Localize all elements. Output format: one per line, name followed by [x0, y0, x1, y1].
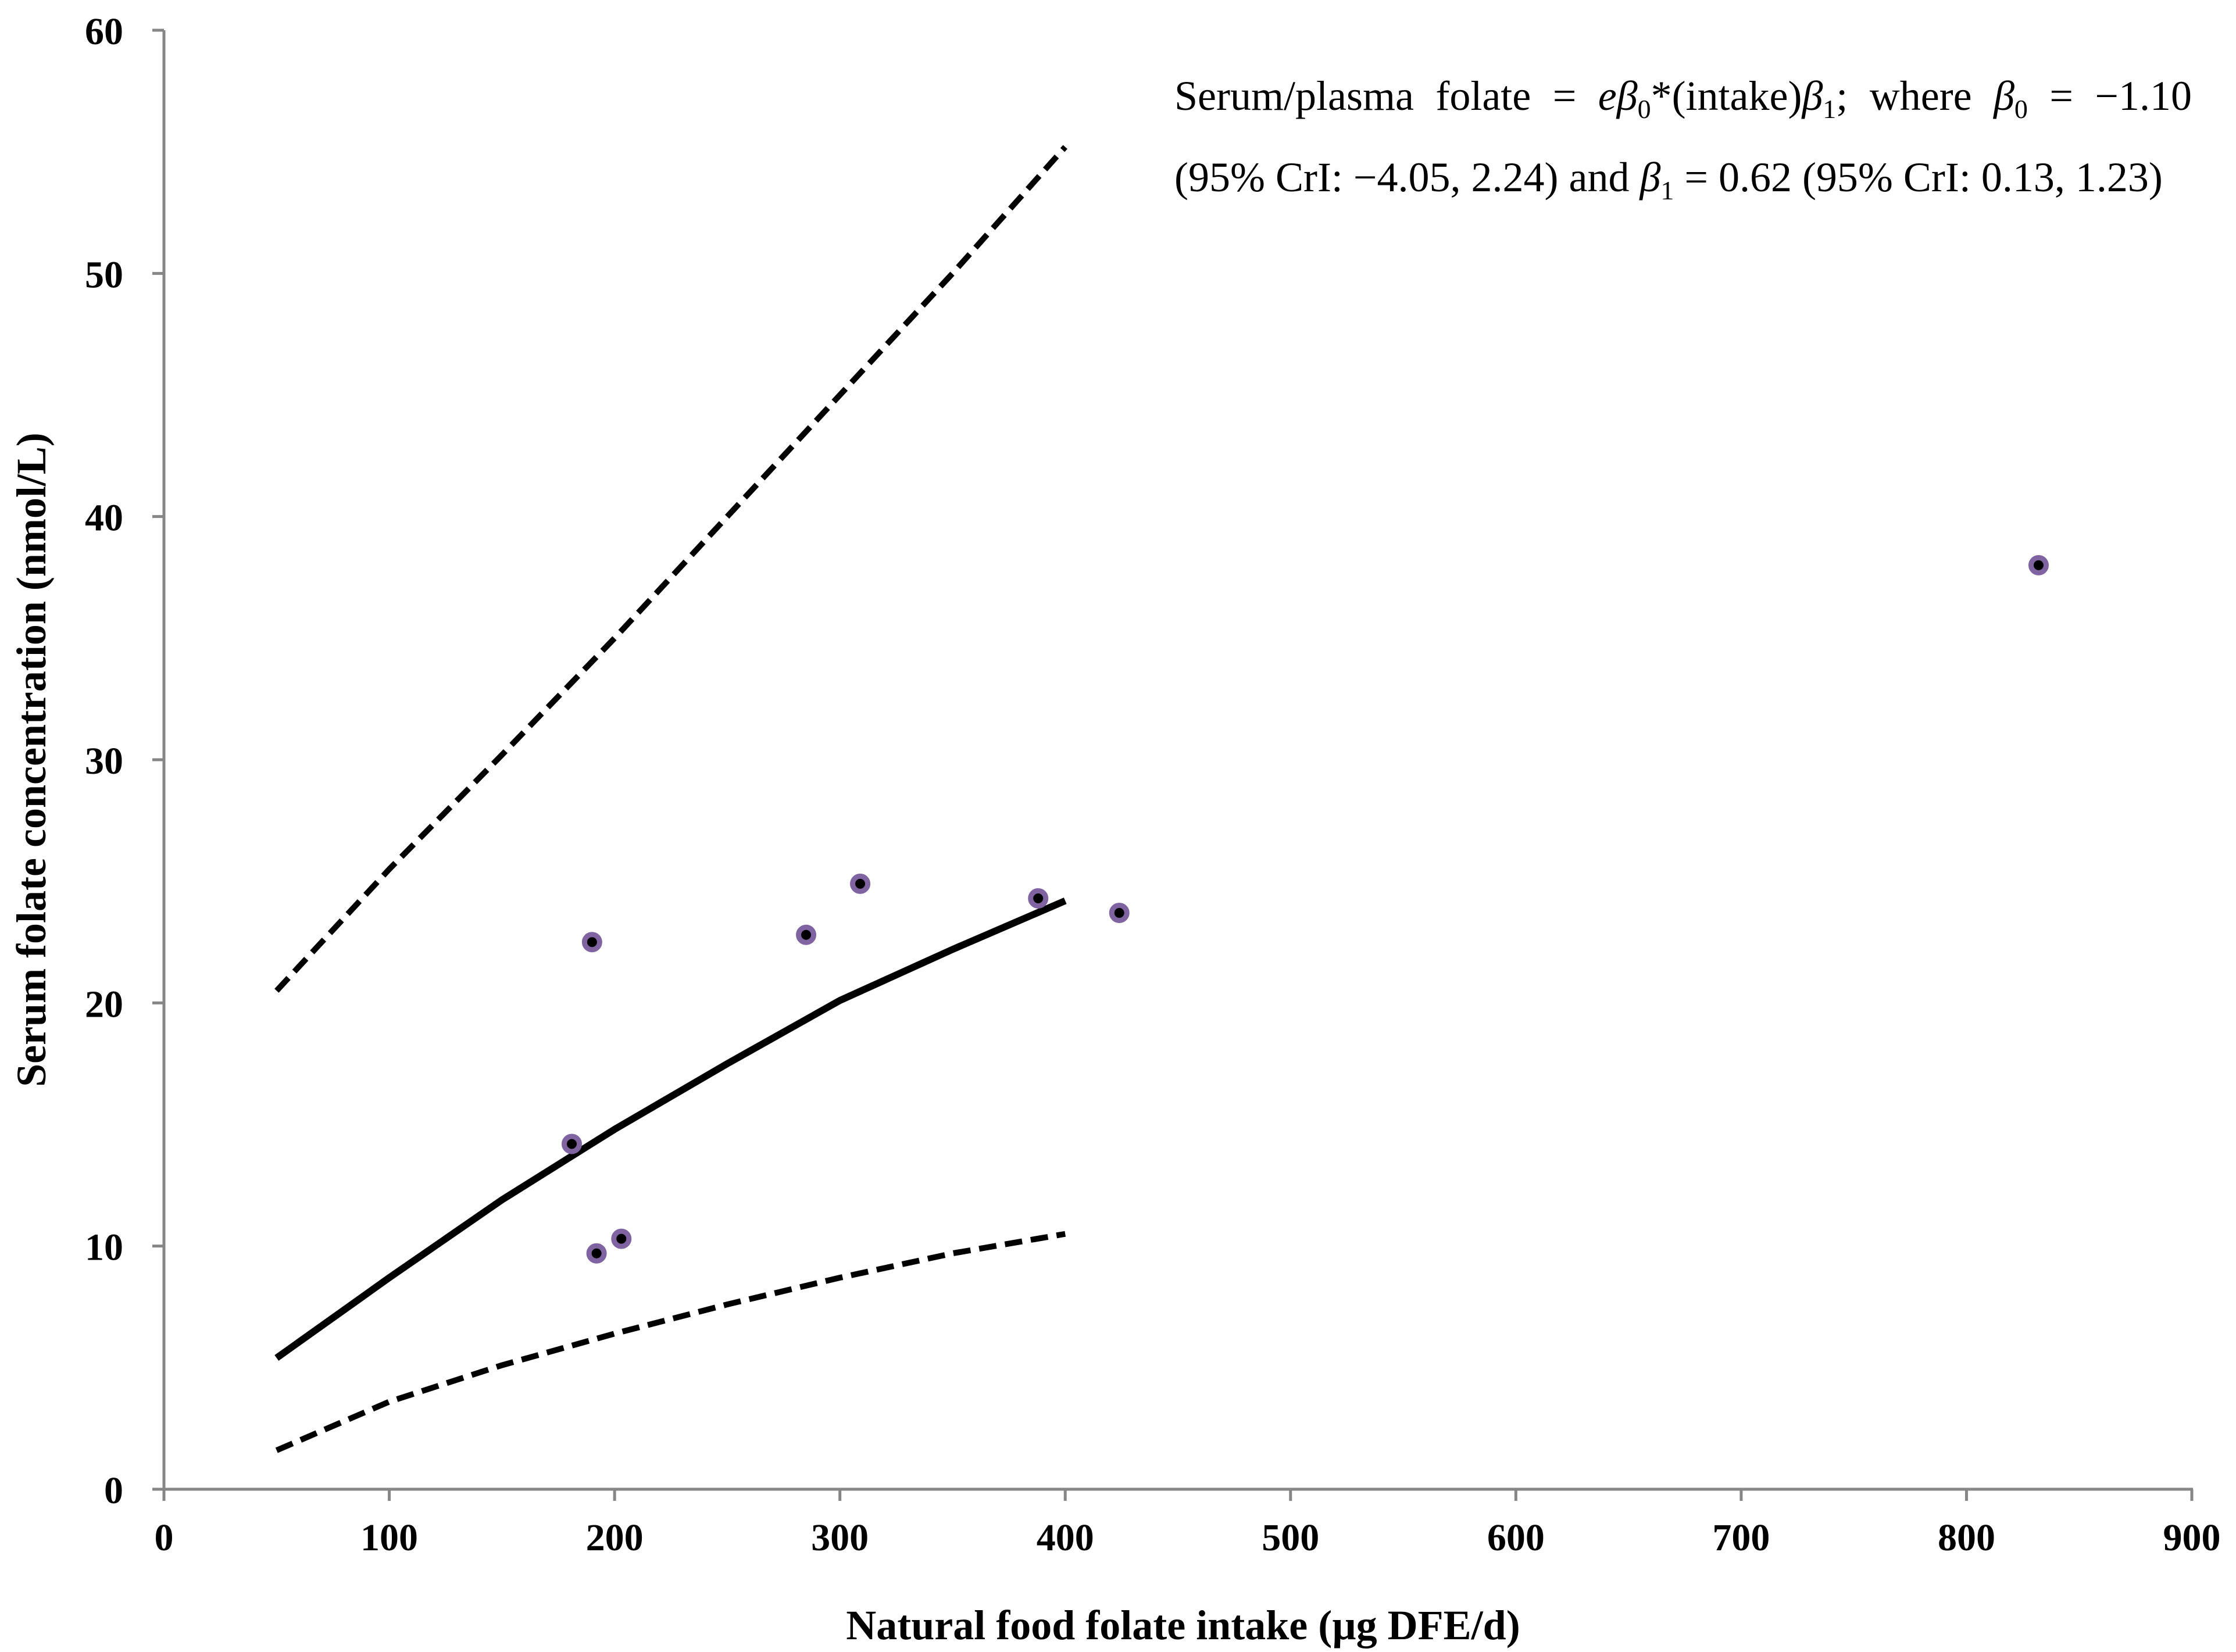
data-point	[1109, 903, 1130, 924]
series-line-upper-95-cri	[274, 145, 1067, 993]
axes	[162, 30, 2193, 1491]
x-tick-label: 900	[2163, 1517, 2221, 1559]
x-tick-label: 600	[1487, 1517, 1545, 1559]
beta0-symbol-sub: 0	[2014, 94, 2028, 124]
data-point	[611, 1228, 632, 1249]
x-tick-label: 400	[1037, 1517, 1094, 1559]
x-tick-label: 800	[1938, 1517, 1995, 1559]
series-line-lower-95-cri	[275, 1231, 1066, 1453]
equation-intake: *(intake)	[1651, 73, 1802, 119]
beta1-estimate: = 0.62 (95% CrI: 0.13, 1.23)	[1674, 154, 2163, 201]
x-tick-label: 100	[360, 1517, 418, 1559]
x-tick-label: 700	[1712, 1517, 1770, 1559]
beta0-symbol: β	[1994, 73, 2014, 119]
data-point	[1028, 888, 1049, 909]
y-tick-label: 60	[85, 10, 123, 53]
y-tick-label: 40	[85, 497, 123, 539]
series-line-fitted	[274, 897, 1067, 1361]
data-point	[850, 873, 871, 894]
x-tick-label: 300	[811, 1517, 869, 1559]
y-ticks: 0 10 20 30 40 50 60	[85, 10, 164, 1512]
y-axis-title: Serum folate concentration (nmol/L)	[8, 432, 55, 1087]
data-point	[2028, 555, 2049, 575]
y-tick-label: 0	[104, 1469, 123, 1512]
equation-e: e	[1598, 73, 1617, 119]
x-axis-title: Natural food folate intake (µg DFE/d)	[846, 1602, 1520, 1649]
equation-lead: Serum/plasma folate =	[1174, 73, 1598, 119]
x-tick-label: 0	[155, 1517, 174, 1559]
equation-tail: ; where	[1836, 73, 1972, 119]
data-point	[581, 932, 602, 953]
x-tick-label: 200	[586, 1517, 644, 1559]
equation-beta1: β	[1802, 73, 1823, 119]
y-tick-label: 10	[85, 1227, 123, 1269]
equation-beta0-sub: 0	[1637, 94, 1651, 124]
equation-beta1-sub: 1	[1823, 94, 1837, 124]
y-tick-label: 20	[85, 983, 123, 1025]
x-tick-label: 500	[1262, 1517, 1319, 1559]
y-tick-label: 50	[85, 253, 123, 296]
data-point	[796, 924, 817, 945]
series-lines	[274, 145, 1067, 1453]
equation-beta0: β	[1616, 73, 1638, 119]
data-point	[561, 1133, 582, 1154]
data-points	[561, 555, 2049, 1264]
equation-annotation: Serum/plasma folate = eβ0*(intake)β1; wh…	[1174, 55, 2192, 218]
beta0-estimate: = −1.10 (95% CrI: −4.05, 2.24) and	[1174, 73, 2192, 201]
data-point	[586, 1243, 607, 1264]
x-ticks: 0 100 200 300 400 500 600 700 800 900	[155, 1489, 2221, 1559]
y-tick-label: 30	[85, 740, 123, 782]
beta1-symbol-sub: 1	[1660, 176, 1674, 205]
beta1-symbol: β	[1640, 154, 1661, 201]
